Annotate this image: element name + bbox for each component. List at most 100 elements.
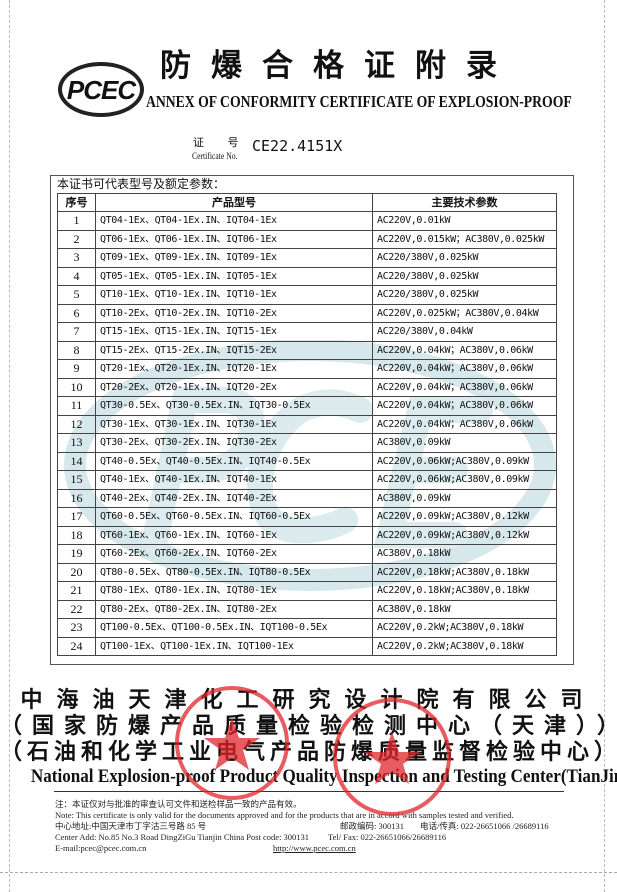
product-model: QT80-2Ex、QT80-2Ex.IN、IQT80-2Ex: [95, 599, 373, 619]
row-number: 11: [57, 396, 96, 416]
row-number: 22: [57, 599, 96, 619]
product-model: QT100-1Ex、QT100-1Ex.IN、IQT100-1Ex: [95, 636, 373, 656]
model-table: 序号 产品型号 主要技术参数 1 QT04-1Ex、QT04-1Ex.IN、IQT…: [57, 193, 557, 656]
product-model: QT30-1Ex、QT30-1Ex.IN、IQT30-1Ex: [95, 414, 373, 434]
table-row: 4 QT05-1Ex、QT05-1Ex.IN、IQT05-1Ex AC220/380…: [57, 266, 557, 286]
product-model: QT60-1Ex、QT60-1Ex.IN、IQT60-1Ex: [95, 525, 373, 545]
technical-params: AC220V,0.04kW；AC380V,0.06kW: [372, 377, 557, 397]
row-number: 17: [57, 507, 96, 527]
technical-params: AC380V,0.09kW: [372, 488, 557, 508]
row-number: 18: [57, 525, 96, 545]
table-row: 21 QT80-1Ex、QT80-1Ex.IN、IQT80-1Ex AC220V,0…: [57, 581, 557, 601]
technical-params: AC220V,0.01kW: [372, 211, 557, 231]
postcode-cn: 邮政编码: 300131: [340, 821, 404, 831]
technical-params: AC220V,0.18kW;AC380V,0.18kW: [372, 562, 557, 582]
product-model: QT06-1Ex、QT06-1Ex.IN、IQT06-1Ex: [95, 229, 373, 249]
row-number: 10: [57, 377, 96, 397]
page-edge-right: [604, 0, 605, 892]
technical-params: AC220V,0.2kW;AC380V,0.18kW: [372, 636, 557, 656]
row-number: 9: [57, 359, 96, 379]
product-model: QT10-1Ex、QT10-1Ex.IN、IQT10-1Ex: [95, 285, 373, 305]
technical-params: AC220V,0.04kW；AC380V,0.06kW: [372, 414, 557, 434]
org-name-line1: 中海油天津化工研究设计院有限公司: [20, 687, 597, 713]
product-model: QT30-2Ex、QT30-2Ex.IN、IQT30-2Ex: [95, 433, 373, 453]
table-row: 2 QT06-1Ex、QT06-1Ex.IN、IQT06-1Ex AC220V,0.…: [57, 229, 557, 249]
table-row: 8 QT15-2Ex、QT15-2Ex.IN、IQT15-2Ex AC220V,0.…: [57, 340, 557, 360]
table-row: 3 QT09-1Ex、QT09-1Ex.IN、IQT09-1Ex AC220/380…: [57, 248, 557, 268]
row-number: 12: [57, 414, 96, 434]
table-row: 22 QT80-2Ex、QT80-2Ex.IN、IQT80-2Ex AC380V,0…: [57, 599, 557, 619]
table-row: 15 QT40-1Ex、QT40-1Ex.IN、IQT40-1Ex AC220V,0…: [57, 470, 557, 490]
technical-params: AC380V,0.09kW: [372, 433, 557, 453]
table-row: 7 QT15-1Ex、QT15-1Ex.IN、IQT15-1Ex AC220/380…: [57, 322, 557, 342]
technical-params: AC220V,0.025kW；AC380V,0.04kW: [372, 303, 557, 323]
product-model: QT60-2Ex、QT60-2Ex.IN、IQT60-2Ex: [95, 544, 373, 564]
email: E-mail:pcec@pcec.com.cn: [55, 843, 147, 853]
table-caption: 本证书可代表型号及额定参数：: [57, 177, 226, 191]
technical-params: AC380V,0.18kW: [372, 544, 557, 564]
product-model: QT80-0.5Ex、QT80-0.5Ex.IN、IQT80-0.5Ex: [95, 562, 373, 582]
address-en: Center Add: No.85 No.3 Road DingZiGu Tia…: [55, 832, 310, 842]
cert-no: CE22.4151X: [252, 137, 343, 155]
table-row: 9 QT20-1Ex、QT20-1Ex.IN、IQT20-1Ex AC220V,0.…: [57, 359, 557, 379]
table-row: 17 QT60-0.5Ex、QT60-0.5Ex.IN、IQT60-0.5Ex AC…: [57, 507, 557, 527]
row-number: 1: [57, 211, 96, 231]
product-model: QT15-1Ex、QT15-1Ex.IN、IQT15-1Ex: [95, 322, 373, 342]
row-number: 14: [57, 451, 96, 471]
page-edge-bottom: [0, 872, 617, 873]
col-header-model: 产品型号: [95, 193, 373, 212]
product-model: QT40-0.5Ex、QT40-0.5Ex.IN、IQT40-0.5Ex: [95, 451, 373, 471]
table-row: 18 QT60-1Ex、QT60-1Ex.IN、IQT60-1Ex AC220V,0…: [57, 525, 557, 545]
pcec-logo: PCEC: [58, 62, 144, 117]
product-model: QT30-0.5Ex、QT30-0.5Ex.IN、IQT30-0.5Ex: [95, 396, 373, 416]
table-row: 14 QT40-0.5Ex、QT40-0.5Ex.IN、IQT40-0.5Ex AC…: [57, 451, 557, 471]
product-model: QT60-0.5Ex、QT60-0.5Ex.IN、IQT60-0.5Ex: [95, 507, 373, 527]
table-row: 24 QT100-1Ex、QT100-1Ex.IN、IQT100-1Ex AC220…: [57, 636, 557, 656]
row-number: 3: [57, 248, 96, 268]
product-model: QT15-2Ex、QT15-2Ex.IN、IQT15-2Ex: [95, 340, 373, 360]
phone-en: Tel/ Fax: 022-26651066/26689116: [328, 832, 447, 842]
table-row: 19 QT60-2Ex、QT60-2Ex.IN、IQT60-2Ex AC380V,0…: [57, 544, 557, 564]
table-row: 12 QT30-1Ex、QT30-1Ex.IN、IQT30-1Ex AC220V,0…: [57, 414, 557, 434]
row-number: 20: [57, 562, 96, 582]
row-number: 19: [57, 544, 96, 564]
col-header-params: 主要技术参数: [372, 193, 557, 212]
product-model: QT100-0.5Ex、QT100-0.5Ex.IN、IQT100-0.5Ex: [95, 618, 373, 638]
title-cn: 防爆合格证附录: [160, 48, 517, 84]
org-name-line3: （石油和化学工业电气产品防爆质量监督检验中心）: [0, 739, 617, 765]
title-en: ANNEX OF CONFORMITY CERTIFICATE OF EXPLO…: [146, 92, 572, 111]
product-model: QT40-1Ex、QT40-1Ex.IN、IQT40-1Ex: [95, 470, 373, 490]
row-number: 21: [57, 581, 96, 601]
table-header-row: 序号 产品型号 主要技术参数: [57, 193, 557, 212]
website-link[interactable]: http://www.pcec.com.cn: [273, 843, 356, 853]
technical-params: AC220V,0.06kW;AC380V,0.09kW: [372, 451, 557, 471]
technical-params: AC380V,0.18kW: [372, 599, 557, 619]
technical-params: AC220/380V,0.04kW: [372, 322, 557, 342]
product-model: QT04-1Ex、QT04-1Ex.IN、IQT04-1Ex: [95, 211, 373, 231]
technical-params: AC220V,0.015kW；AC380V,0.025kW: [372, 229, 557, 249]
row-number: 2: [57, 229, 96, 249]
row-number: 8: [57, 340, 96, 360]
table-row: 1 QT04-1Ex、QT04-1Ex.IN、IQT04-1Ex AC220V,0.…: [57, 211, 557, 231]
note-cn: 注：本证仅对与批准的审查认可文件和送检样品一致的产品有效。: [55, 799, 302, 809]
phone-cn: 电话/传真: 022-26651066 /26689116: [420, 821, 549, 831]
technical-params: AC220V,0.09kW;AC380V,0.12kW: [372, 525, 557, 545]
org-name-en: National Explosion-proof Product Quality…: [30, 766, 617, 787]
col-header-no: 序号: [57, 193, 96, 212]
product-model: QT20-1Ex、QT20-1Ex.IN、IQT20-1Ex: [95, 359, 373, 379]
page-edge-left: [9, 0, 10, 892]
row-number: 16: [57, 488, 96, 508]
row-number: 6: [57, 303, 96, 323]
row-number: 24: [57, 636, 96, 656]
row-number: 5: [57, 285, 96, 305]
technical-params: AC220V,0.04kW；AC380V,0.06kW: [372, 396, 557, 416]
technical-params: AC220/380V,0.025kW: [372, 266, 557, 286]
technical-params: AC220V,0.09kW;AC380V,0.12kW: [372, 507, 557, 527]
row-number: 7: [57, 322, 96, 342]
technical-params: AC220V,0.04kW；AC380V,0.06kW: [372, 340, 557, 360]
table-row: 6 QT10-2Ex、QT10-2Ex.IN、IQT10-2Ex AC220V,0.…: [57, 303, 557, 323]
cert-no-label-en: Certificate No.: [192, 151, 238, 161]
row-number: 23: [57, 618, 96, 638]
row-number: 15: [57, 470, 96, 490]
product-model: QT20-2Ex、QT20-1Ex.IN、IQT20-2Ex: [95, 377, 373, 397]
